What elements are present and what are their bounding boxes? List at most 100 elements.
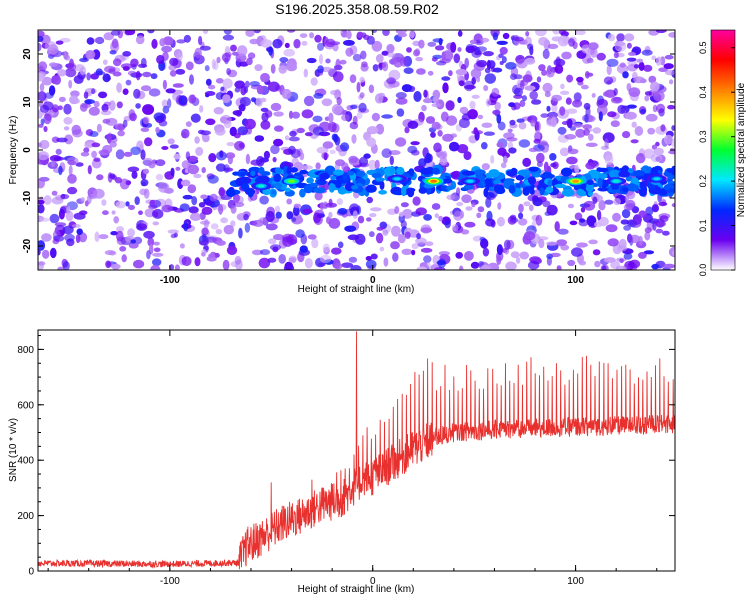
- heatmap-cell: [662, 230, 670, 236]
- heatmap-x-tick-label: 100: [567, 275, 584, 286]
- heatmap-cell: [331, 133, 338, 141]
- heatmap-hotspot: [430, 179, 437, 183]
- heatmap-cell: [38, 151, 49, 161]
- heatmap-cell: [465, 206, 473, 211]
- heatmap-cell: [509, 214, 517, 220]
- heatmap-cell: [463, 151, 472, 161]
- heatmap-cell: [651, 55, 656, 61]
- heatmap-cell: [296, 127, 305, 134]
- heatmap-band-cell: [461, 170, 475, 176]
- heatmap-cell: [448, 141, 460, 152]
- heatmap-cell: [421, 104, 427, 112]
- heatmap-cell: [128, 204, 135, 211]
- heatmap-cell: [273, 111, 284, 117]
- heatmap-cell: [406, 47, 412, 53]
- heatmap-cell: [469, 39, 477, 45]
- colorbar: 0.0 0.1 0.2 0.3 0.4 0.5 Normalized spectral a…: [698, 29, 747, 276]
- heatmap-cell: [486, 59, 491, 70]
- heatmap-cell: [55, 40, 64, 45]
- heatmap-cell: [658, 201, 668, 207]
- heatmap-cell: [215, 240, 226, 246]
- heatmap-cell: [190, 113, 201, 123]
- heatmap-cell: [194, 136, 200, 144]
- heatmap-cell: [268, 81, 280, 92]
- heatmap-cell: [38, 178, 45, 189]
- heatmap-cell: [83, 91, 89, 99]
- heatmap-cell: [356, 81, 361, 93]
- heatmap-cell: [363, 34, 370, 40]
- heatmap-cell: [644, 227, 652, 234]
- heatmap-cell: [672, 250, 675, 256]
- heatmap-band-cell: [608, 169, 621, 179]
- heatmap-cell: [497, 216, 505, 227]
- heatmap-cell: [135, 35, 145, 45]
- heatmap-cell: [518, 121, 527, 130]
- heatmap-cell: [613, 88, 618, 96]
- heatmap-cell: [259, 249, 271, 256]
- heatmap-cell: [519, 99, 526, 108]
- heatmap-cell: [43, 113, 52, 125]
- heatmap-cell: [226, 142, 235, 147]
- heatmap-cell: [209, 193, 218, 202]
- heatmap-cell: [260, 39, 273, 48]
- heatmap-cell: [567, 148, 579, 155]
- heatmap-cells: [38, 30, 675, 270]
- heatmap-band-cell: [286, 166, 292, 175]
- heatmap-cell: [420, 247, 433, 253]
- heatmap-cell: [131, 170, 138, 179]
- heatmap-cell: [293, 38, 301, 49]
- heatmap-cell: [304, 132, 313, 137]
- heatmap-cell: [205, 118, 216, 126]
- heatmap-band-cell: [621, 187, 629, 192]
- heatmap-hotspot: [653, 177, 661, 181]
- heatmap-cell: [213, 107, 224, 115]
- heatmap-cell: [492, 109, 501, 115]
- heatmap-cell: [216, 151, 227, 161]
- heatmap-cell: [185, 61, 194, 71]
- heatmap-cell: [222, 94, 231, 104]
- heatmap-cell: [407, 120, 419, 129]
- heatmap-band-cell: [627, 184, 639, 192]
- heatmap-cell: [423, 89, 428, 98]
- heatmap-cell: [475, 46, 487, 52]
- heatmap-cell: [631, 121, 637, 128]
- heatmap-cell: [150, 264, 161, 270]
- heatmap-cell: [413, 91, 422, 102]
- heatmap-cell: [559, 106, 566, 116]
- heatmap-cell: [181, 256, 192, 267]
- heatmap-cell: [390, 241, 400, 250]
- heatmap-cell: [565, 97, 572, 105]
- heatmap-cell: [440, 111, 449, 122]
- heatmap-band-cell: [586, 179, 594, 185]
- heatmap-cell: [671, 125, 675, 131]
- heatmap-cell: [505, 261, 517, 270]
- heatmap-band-cell: [284, 187, 291, 192]
- heatmap-band-cell: [539, 187, 545, 196]
- heatmap-cell: [64, 233, 75, 242]
- heatmap-cell: [75, 234, 81, 244]
- heatmap-cell: [395, 92, 407, 99]
- heatmap-cell: [576, 242, 588, 248]
- heatmap-cell: [286, 211, 294, 220]
- heatmap-cell: [412, 196, 421, 206]
- heatmap-cell: [66, 62, 77, 72]
- heatmap-cell: [530, 120, 536, 127]
- heatmap-cell: [645, 113, 658, 122]
- heatmap-cell: [112, 71, 122, 77]
- heatmap-cell: [546, 105, 551, 112]
- heatmap-cell: [482, 247, 490, 257]
- heatmap-band-cell: [446, 185, 454, 191]
- snr-plot-area: [38, 331, 675, 570]
- heatmap-y-ticks: -20 -10 0 10 20: [22, 48, 675, 253]
- heatmap-cell: [58, 96, 66, 103]
- heatmap-cell: [240, 85, 247, 96]
- heatmap-cell: [366, 137, 376, 147]
- heatmap-cell: [88, 106, 100, 116]
- heatmap-cell: [317, 42, 324, 51]
- heatmap-cell: [671, 203, 675, 208]
- heatmap-cell: [432, 54, 443, 60]
- heatmap-cell: [664, 134, 673, 145]
- heatmap-cell: [315, 162, 321, 170]
- heatmap-cell: [349, 121, 359, 130]
